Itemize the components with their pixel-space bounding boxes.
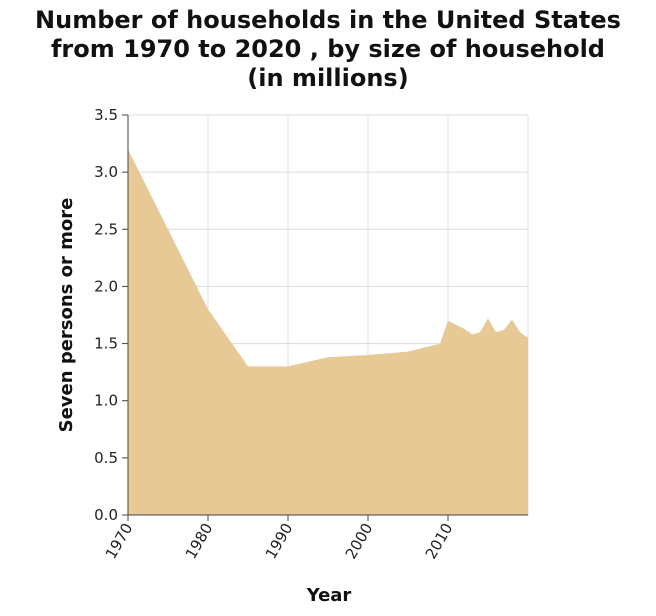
x-tick-label: 1990 [262,520,297,562]
y-tick-label: 2.5 [94,220,118,238]
y-tick-label: 3.0 [94,163,118,181]
y-tick-label: 3.5 [94,106,118,124]
area-series [128,149,528,516]
y-tick-label: 0.0 [94,506,118,524]
x-tick-label: 2000 [342,520,377,562]
chart-title-line-2: from 1970 to 2020 , by size of household [50,35,605,63]
axes [122,114,528,521]
chart-title: Number of households in the United State… [0,6,656,93]
y-axis-label: Seven persons or more [56,198,77,433]
x-tick-label: 1980 [182,520,217,562]
x-tick-label: 2010 [422,520,457,562]
chart-title-line-3: (in millions) [247,64,409,92]
chart-title-line-1: Number of households in the United State… [35,6,621,34]
y-tick-label: 0.5 [94,449,118,467]
y-tick-label: 1.0 [94,392,118,410]
area-layer [128,149,528,516]
x-axis-label: Year [306,585,352,606]
x-tick-label: 1970 [102,520,137,562]
y-tick-label: 2.0 [94,277,118,295]
y-tick-label: 1.5 [94,335,118,353]
